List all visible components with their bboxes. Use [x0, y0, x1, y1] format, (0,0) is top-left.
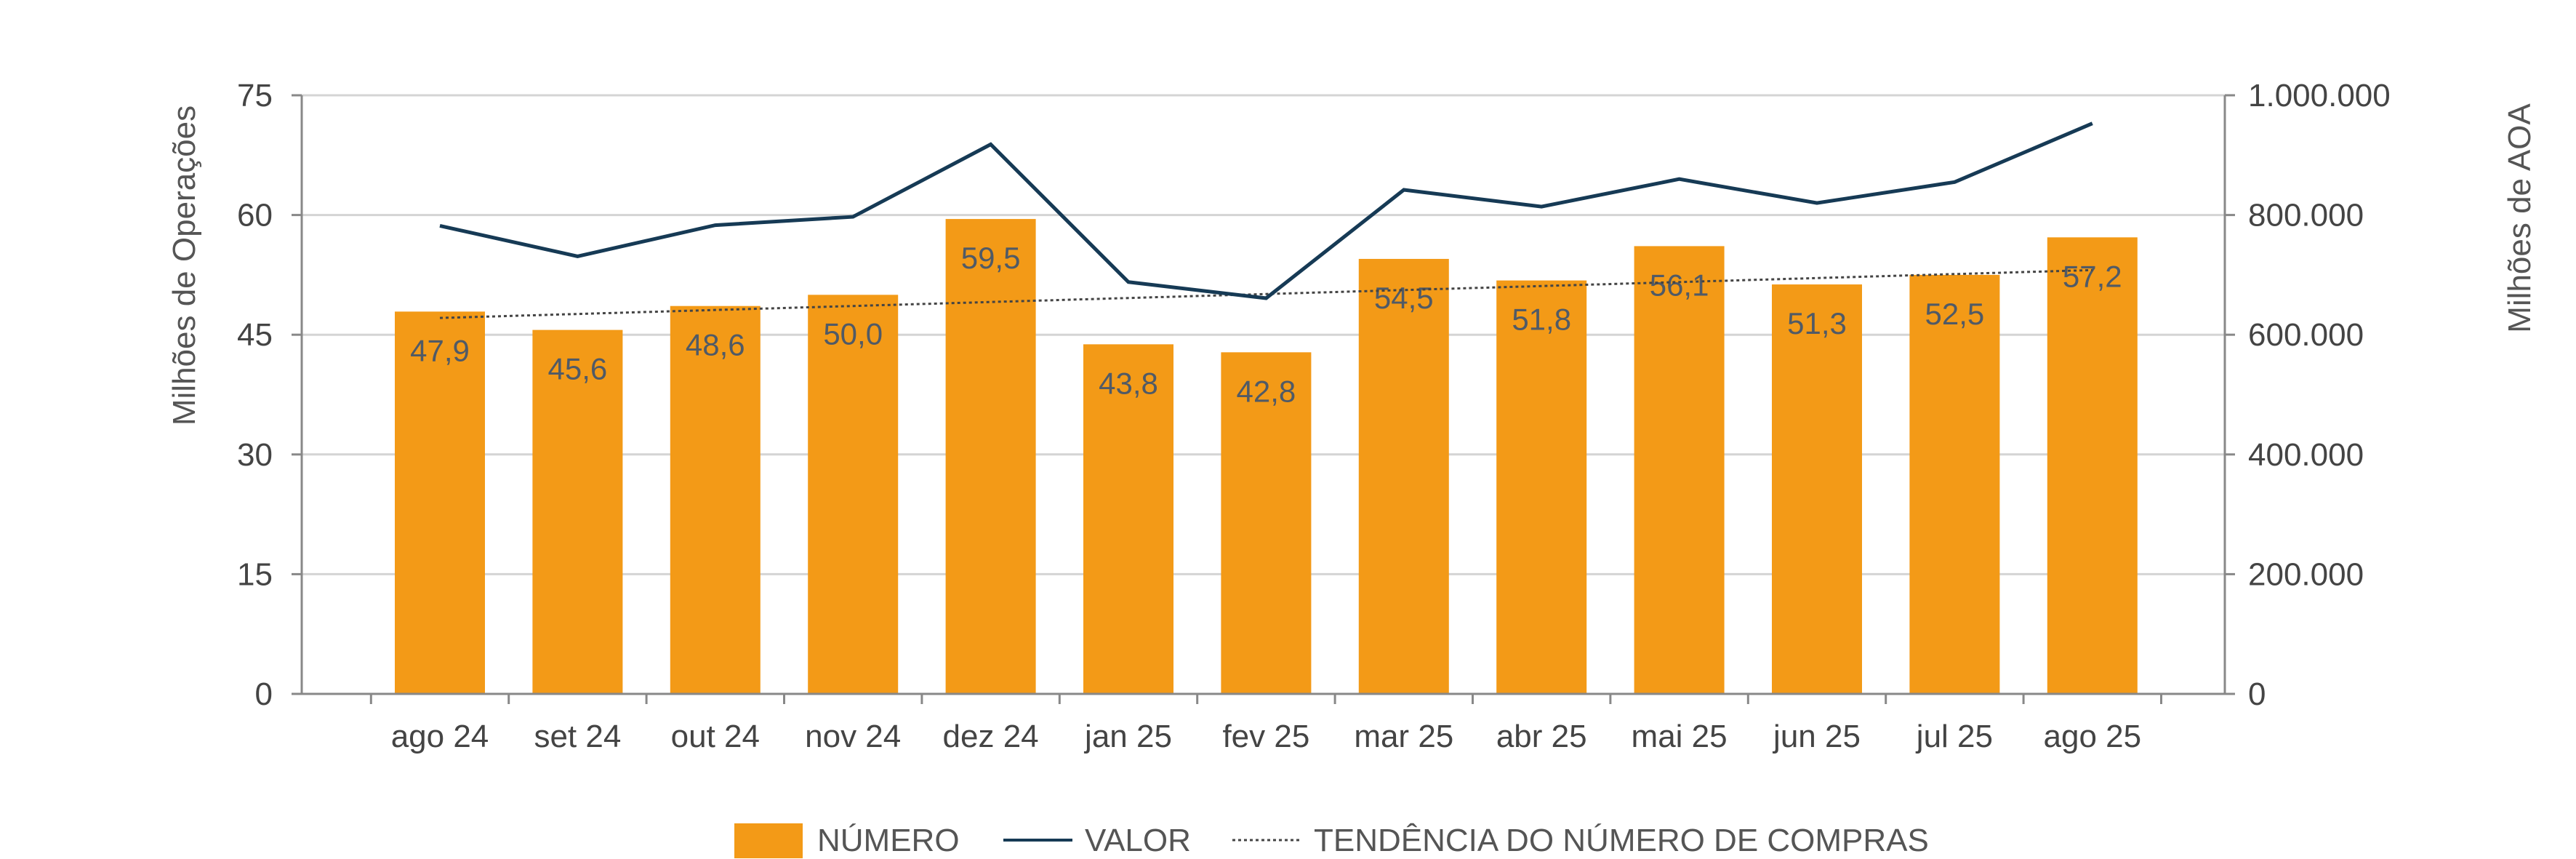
left-axis-title: Milhões de Operações — [166, 105, 202, 425]
legend-label-tendencia: TENDÊNCIA DO NÚMERO DE COMPRAS — [1314, 823, 1929, 858]
x-tick-label: mai 25 — [1632, 719, 1728, 754]
bar — [808, 295, 899, 694]
x-tick-label: nov 24 — [805, 719, 901, 754]
bar — [1909, 274, 2000, 694]
bar-data-label: 47,9 — [410, 333, 470, 367]
x-tick-label: dez 24 — [943, 719, 1039, 754]
bars — [395, 219, 2138, 695]
right-tick-label: 600.000 — [2248, 317, 2364, 353]
right-tick-label: 800.000 — [2248, 198, 2364, 233]
left-tick-label: 60 — [237, 198, 273, 233]
bar — [2047, 237, 2138, 695]
bar-data-label: 56,1 — [1650, 268, 1709, 302]
bar — [532, 329, 623, 694]
x-tick-label: ago 24 — [391, 719, 489, 754]
legend-label-valor: VALOR — [1085, 823, 1191, 858]
bar-data-label: 45,6 — [548, 352, 608, 386]
left-tick-label: 75 — [237, 78, 273, 113]
x-tick-label: ago 25 — [2044, 719, 2142, 754]
bar-labels: 47,9 45,6 48,6 50,0 59,5 43,8 42,8 54,5 51,8 56,1… — [410, 241, 2122, 408]
right-axis-ticks: 0 200.000 400.000 600.000 800.000 1.000.000 — [2225, 78, 2391, 712]
x-tick-label: fev 25 — [1222, 719, 1309, 754]
left-tick-label: 0 — [255, 676, 273, 712]
right-tick-label: 400.000 — [2248, 437, 2364, 473]
bar-data-label: 51,8 — [1512, 303, 1571, 337]
bar-data-label: 48,6 — [686, 328, 745, 362]
bar-data-label: 59,5 — [961, 241, 1021, 275]
right-tick-label: 0 — [2248, 676, 2266, 712]
bar — [1083, 344, 1173, 694]
bar-data-label: 52,5 — [1925, 297, 1985, 331]
trend-line-group — [439, 268, 2093, 319]
bar — [945, 219, 1036, 694]
bar-data-label: 57,2 — [2063, 259, 2122, 293]
right-tick-label: 200.000 — [2248, 556, 2364, 592]
bar-data-label: 42,8 — [1237, 374, 1296, 408]
right-axis-title: Milhões de AOA — [2502, 103, 2537, 333]
bar-data-label: 54,5 — [1374, 281, 1434, 315]
bar-data-label: 50,0 — [823, 316, 883, 351]
bar-data-label: 43,8 — [1099, 366, 1158, 400]
x-tick-label: mar 25 — [1354, 719, 1453, 754]
value-line-group — [439, 121, 2093, 300]
value-line — [439, 121, 2093, 300]
x-tick-label: set 24 — [534, 719, 621, 754]
left-tick-label: 45 — [237, 317, 273, 353]
left-axis-ticks: 0 15 30 45 60 75 — [237, 78, 302, 712]
legend: NÚMERO VALOR TENDÊNCIA DO NÚMERO DE COMP… — [734, 823, 1929, 858]
axes — [300, 95, 2226, 695]
bar — [1221, 352, 1312, 694]
x-axis-ticks: ago 24 set 24 out 24 nov 24 dez 24 jan 25 fev … — [369, 694, 2162, 754]
bar — [670, 305, 761, 694]
left-tick-label: 15 — [237, 556, 273, 592]
x-tick-label: jan 25 — [1083, 719, 1172, 754]
bar — [1634, 246, 1725, 694]
x-tick-label: out 24 — [671, 719, 760, 754]
x-tick-label: jun 25 — [1772, 719, 1861, 754]
bar — [1496, 280, 1587, 695]
right-tick-label: 1.000.000 — [2248, 78, 2391, 113]
bar — [1358, 258, 1449, 694]
legend-label-numero: NÚMERO — [817, 823, 960, 858]
left-tick-label: 30 — [237, 437, 273, 473]
bar — [1772, 284, 1862, 694]
x-tick-label: jul 25 — [1915, 719, 1993, 754]
legend-swatch-numero — [734, 823, 803, 858]
bar-data-label: 51,3 — [1787, 306, 1847, 340]
bar — [395, 311, 485, 694]
x-tick-label: abr 25 — [1496, 719, 1587, 754]
trend-line — [439, 268, 2093, 319]
